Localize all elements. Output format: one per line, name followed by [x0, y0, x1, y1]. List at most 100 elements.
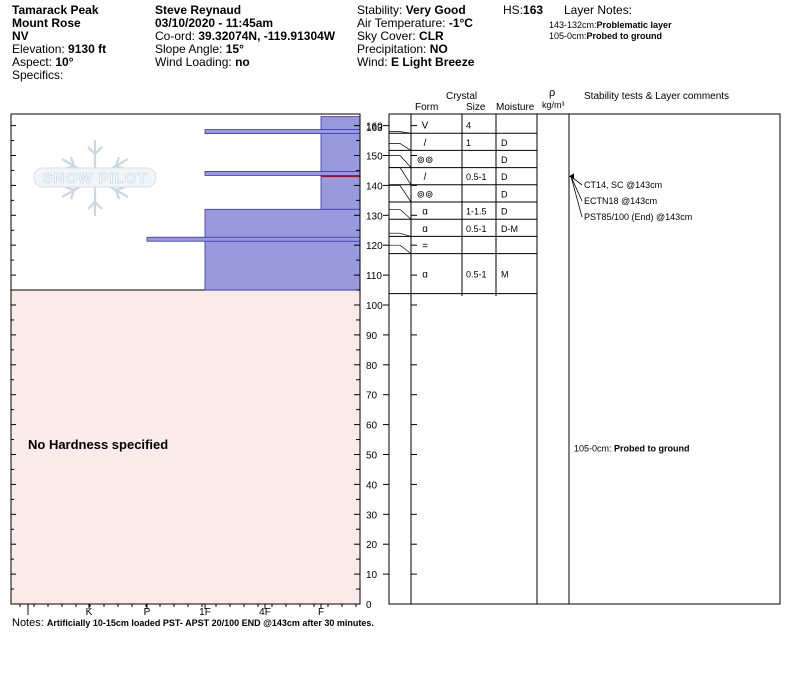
- site-info: Tamarack Peak Mount Rose NV Elevation: 9…: [12, 4, 106, 82]
- wind-label: Wind:: [357, 55, 388, 69]
- layer-notes: Layer Notes:: [564, 4, 632, 17]
- stability-test-1: ECTN18 @143cm: [584, 196, 657, 206]
- depth-label-50: 50: [366, 451, 378, 462]
- depth-comment-range: 105-0cm:: [574, 444, 612, 454]
- depth-comment-0: 105-0cm: Probed to ground: [574, 444, 690, 454]
- aspect-label: Aspect:: [12, 55, 53, 69]
- observer-name: Steve Reynaud: [155, 3, 242, 17]
- air-temp-value: -1°C: [448, 16, 473, 30]
- depth-comment-text: Probed to ground: [612, 444, 690, 454]
- wind-loading-label: Wind Loading:: [155, 55, 232, 69]
- wind-loading-value: no: [235, 55, 250, 69]
- observer-info: Steve Reynaud 03/10/2020 - 11:45am Co-or…: [155, 4, 335, 69]
- layer-form-7: =: [422, 241, 428, 252]
- wind-value: E Light Breeze: [391, 55, 475, 69]
- layer-form-1: /: [424, 138, 427, 149]
- layer-connector: [389, 185, 412, 203]
- profile-bar-1: [320, 176, 361, 210]
- depth-label-110: 110: [366, 271, 382, 282]
- layer-form-0: V: [422, 121, 429, 132]
- notes: Notes: Artificially 10-15cm loaded PST- …: [12, 617, 374, 629]
- specifics-label: Specifics:: [12, 68, 64, 82]
- depth-label-40: 40: [366, 480, 378, 491]
- hs-info: HS:163: [503, 4, 543, 17]
- layer-form-2: ⊚⊚: [417, 155, 434, 166]
- layer-size-8: 0.5-1: [466, 270, 487, 280]
- site-area: Mount Rose: [12, 16, 81, 30]
- depth-label-160: 160: [366, 122, 383, 133]
- depth-label-150: 150: [366, 152, 383, 163]
- header-size: Size: [466, 102, 486, 113]
- header-moisture: Moisture: [496, 102, 535, 113]
- no-hardness-label: No Hardness specified: [28, 437, 168, 452]
- layer-size-1: 1: [466, 138, 471, 148]
- layer-form-5: ɑ: [422, 207, 428, 218]
- layer-form-3: /: [424, 172, 427, 183]
- layer-note-1: 143-132cm:Problematic layer: [549, 20, 672, 30]
- snowpilot-logo-text: SNOW PILOT: [43, 170, 148, 187]
- stability-test-2: PST85/100 (End) @143cm: [584, 212, 692, 222]
- notes-label: Notes:: [12, 617, 44, 629]
- layer-moisture-2: D: [501, 155, 508, 165]
- layer-notes-title: Layer Notes:: [564, 3, 633, 17]
- stability-test-0: CT14, SC @143cm: [584, 180, 662, 190]
- depth-label-60: 60: [366, 421, 378, 432]
- depth-label-0: 0: [366, 600, 372, 611]
- layer-connector: [389, 232, 412, 237]
- thin-layer-1: [204, 171, 361, 176]
- layer-table-frame: [388, 113, 781, 605]
- coord-value: 39.32074N, -119.91304W: [198, 29, 336, 43]
- site-state: NV: [12, 29, 29, 43]
- hs-value: 163: [523, 3, 544, 17]
- depth-label-130: 130: [366, 211, 383, 222]
- header-comments: Stability tests & Layer comments: [584, 91, 729, 102]
- layer-moisture-5: D: [501, 207, 508, 217]
- profile-bar-2: [204, 208, 361, 291]
- thin-layer-0: [204, 129, 361, 134]
- depth-label-20: 20: [366, 540, 378, 551]
- depth-label-80: 80: [366, 361, 378, 372]
- elevation-value: 9130 ft: [68, 42, 107, 56]
- layer-size-5: 1-1.5: [466, 207, 487, 217]
- thin-layer-2: [146, 236, 361, 242]
- aspect-value: 10°: [55, 55, 74, 69]
- layer-moisture-1: D: [501, 138, 508, 148]
- layer-moisture-4: D: [501, 189, 508, 199]
- sky-label: Sky Cover:: [357, 29, 416, 43]
- header-density-unit: kg/m³: [542, 100, 565, 110]
- depth-label-90: 90: [366, 331, 378, 342]
- air-temp-label: Air Temperature:: [357, 16, 446, 30]
- depth-label-120: 120: [366, 241, 383, 252]
- layer-size-6: 0.5-1: [466, 224, 487, 234]
- layer-connector: [389, 244, 412, 254]
- slope-value: 15°: [225, 42, 244, 56]
- layer-connector: [389, 167, 412, 185]
- depth-label-70: 70: [366, 391, 378, 402]
- depth-label-top: 163: [366, 123, 383, 134]
- no-data-region: [11, 290, 360, 604]
- precip-label: Precipitation:: [357, 42, 427, 56]
- slope-label: Slope Angle:: [155, 42, 223, 56]
- observation-datetime: 03/10/2020 - 11:45am: [155, 16, 274, 30]
- elevation-label: Elevation:: [12, 42, 65, 56]
- sky-value: CLR: [419, 29, 444, 43]
- stability-test-leader: [570, 176, 583, 202]
- conditions-info: Stability: Very Good Air Temperature: -1…: [357, 4, 474, 69]
- precip-value: NO: [429, 42, 448, 56]
- stability-test-arrowhead: [569, 173, 574, 180]
- hardness-label-f: F: [318, 607, 324, 615]
- header-crystal: Crystal: [446, 91, 477, 102]
- layer-form-8: ɑ: [422, 270, 428, 281]
- depth-label-30: 30: [366, 510, 378, 521]
- hardness-label-p: P: [144, 607, 151, 615]
- layer-note-2: 105-0cm:Probed to ground: [549, 31, 663, 41]
- stability-label: Stability:: [357, 3, 403, 17]
- stability-value: Very Good: [405, 3, 466, 17]
- hardness-label-4f: 4F: [259, 607, 271, 615]
- layer-connector: [389, 155, 412, 168]
- snow-profile-chart: SNOW PILOT No Hardness specified I K P 1F 4F…: [10, 87, 781, 615]
- depth-label-100: 100: [366, 301, 383, 312]
- hs-label: HS:: [503, 3, 524, 17]
- notes-text: Artificially 10-15cm loaded PST- APST 20…: [46, 618, 374, 628]
- depth-label-140: 140: [366, 181, 383, 192]
